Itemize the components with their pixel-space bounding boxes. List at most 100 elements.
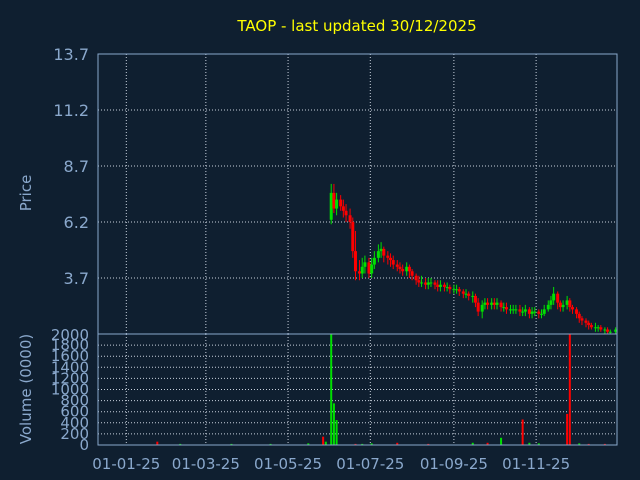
candle-body [521,311,525,313]
candle-body [533,311,537,313]
candlestick [589,322,593,330]
volume-bar [179,443,182,445]
volume-bars [156,334,606,445]
candlestick [593,322,597,332]
candlestick [401,264,405,276]
candlestick [480,300,484,319]
volume-y-tick-label: 200 [60,425,89,443]
x-tick-label: 01-09-25 [420,455,488,473]
price-y-tick-labels: 13.7 11.2 8.7 6.2 3.7 [53,45,89,288]
x-tick-label: 01-11-25 [502,455,570,473]
volume-bar [332,403,335,445]
candlestick [461,289,465,299]
candlestick [476,298,480,317]
volume-bar [427,443,430,445]
candle-body [424,282,428,285]
candlestick [348,208,352,229]
volume-y-tick-label: 2000 [51,326,89,344]
candle-body [376,251,380,258]
candle-body [367,262,371,274]
volume-bar [578,443,581,445]
candlestick [452,284,456,294]
candle-body [433,282,437,285]
volume-y-tick-label: 400 [60,414,89,432]
price-y-tick-label: 3.7 [64,269,89,288]
candlestick [339,195,343,211]
candlestick [341,199,345,218]
candle-body [473,295,477,303]
candle-body [527,309,531,314]
candlestick [433,280,437,290]
candle-body [438,284,442,287]
candle-body [540,313,544,315]
candlestick [360,257,364,278]
candlestick [386,251,390,265]
candle-body [461,291,465,294]
candle-body [391,260,395,265]
candle-body [455,289,459,291]
candlestick [405,262,409,276]
date-x-tick-labels: 01-01-25 01-03-25 01-05-25 01-07-25 01-09-25… [92,455,570,473]
chart-title: TAOP - last updated 30/12/2025 [236,17,476,35]
volume-grid [98,334,617,445]
candlestick [407,264,411,278]
x-tick-label: 01-07-25 [336,455,404,473]
candle-body [571,307,575,310]
candle-body [603,329,607,331]
candle-body [401,269,405,272]
volume-bar [354,443,357,445]
candlestick [571,304,575,314]
candle-body [480,304,484,312]
candlestick [445,282,449,292]
candle-body [589,325,593,328]
candle-body [599,327,603,330]
candlestick [370,257,374,278]
candlestick [614,327,618,334]
candlestick [467,291,471,301]
candle-body [542,309,546,314]
candle-body [584,320,588,323]
candle-body [518,309,522,312]
candle-body [348,215,352,222]
volume-bar [471,442,474,445]
candlestick [495,298,499,310]
volume-y-tick-label: 1400 [51,358,89,376]
price-y-tick-label: 11.2 [53,101,89,120]
x-tick-label: 01-03-25 [172,455,240,473]
candle-body [436,284,440,287]
candlestick [552,286,556,305]
candlestick [490,298,494,310]
candle-body [360,266,364,274]
candlestick [523,304,527,317]
volume-bar [330,334,333,445]
candle-body [426,282,430,285]
candle-body [341,206,345,211]
candle-body [530,311,534,314]
volume-bar [500,437,503,445]
candle-body [561,304,565,308]
candlestick [518,304,522,317]
price-y-tick-label: 6.2 [64,213,89,232]
candlestick [558,300,562,312]
candle-body [395,264,399,267]
volume-bar [537,443,540,445]
candlestick [457,286,461,296]
candle-body [332,192,336,209]
candlestick [372,251,376,270]
candle-body [448,286,452,290]
candle-body [407,266,411,272]
volume-y-tick-label: 0 [79,436,89,454]
candlestick [351,217,355,258]
candlestick [533,307,537,317]
candlestick [329,183,333,225]
candle-body [580,318,584,321]
candlestick [603,327,607,334]
candlestick [599,325,603,332]
candle-body [476,302,480,312]
candlestick [577,311,581,323]
volume-bar [603,443,606,445]
candlestick [455,284,459,294]
candle-body [386,255,390,258]
candle-body [389,257,393,261]
candlestick [542,304,546,317]
